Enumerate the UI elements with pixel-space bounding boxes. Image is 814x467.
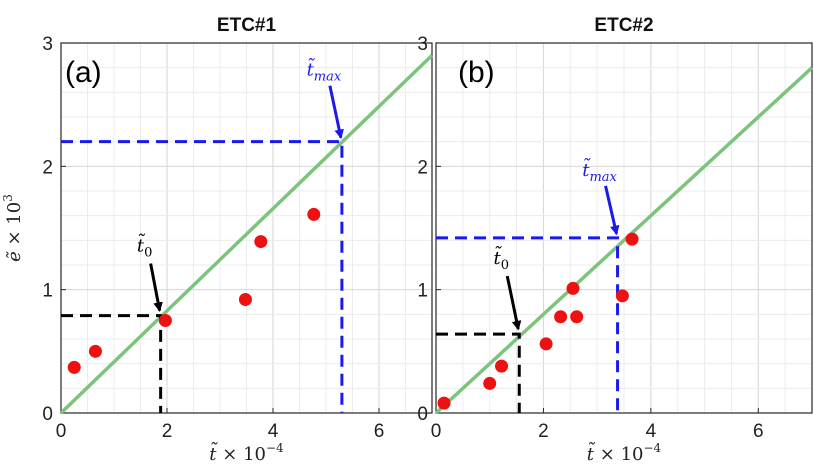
x-tick-label: 4 (268, 421, 279, 442)
tmax-label-base: t̃ (307, 58, 316, 81)
tmax-label: t̃max (582, 158, 617, 185)
data-point (615, 289, 629, 303)
grid (60, 42, 433, 414)
panel-title: ETC#2 (594, 15, 653, 36)
y-tick-label: 2 (42, 157, 53, 178)
data-point (307, 207, 321, 221)
tmax-label-sub: max (589, 170, 617, 185)
tmax-arrow (328, 85, 344, 140)
t0-label-text: t̃0 (137, 234, 153, 261)
data-point (566, 281, 580, 295)
tmax-label: t̃max (307, 58, 342, 85)
data-point (254, 235, 268, 249)
panel-title: ETC#1 (217, 15, 277, 36)
x-axis-label-exponent: −4 (266, 441, 284, 455)
x-tick-label: 2 (162, 421, 173, 442)
t0-label-sub: 0 (501, 258, 509, 273)
y-tick-label: 3 (42, 34, 53, 55)
data-point (67, 360, 81, 374)
y-axis-label-times: × 10 (4, 202, 25, 246)
panel-tag: (b) (458, 56, 495, 89)
y-tick-label: 0 (417, 404, 428, 425)
tmax-guide-line (61, 140, 344, 413)
x-tick-label: 6 (753, 421, 764, 442)
data-point (539, 337, 553, 351)
axes-box (435, 42, 813, 414)
grid (435, 42, 813, 414)
y-tick-label: 3 (417, 34, 428, 55)
t0-label-text: t̃0 (493, 246, 509, 273)
y-tick-label: 0 (42, 404, 53, 425)
data-point (554, 310, 568, 324)
t0-label-base: t̃ (493, 246, 502, 269)
tmax-label-sub: max (314, 70, 342, 85)
data-point (483, 376, 497, 390)
data-point (625, 232, 639, 246)
t0-label: t̃0 (137, 234, 153, 261)
data-point (495, 359, 509, 373)
x-axis-label-base: t̃ (587, 442, 600, 465)
data-point (570, 310, 584, 324)
t0-label-base: t̃ (137, 234, 146, 257)
y-axis-label-base: ẽ (4, 245, 25, 261)
axes-box (60, 42, 433, 414)
t0-label-sub: 0 (144, 246, 152, 261)
x-tick-label: 0 (56, 421, 67, 442)
x-axis-label-times: × 10 (222, 444, 266, 465)
fit-line (434, 66, 814, 415)
tmax-label-text: t̃max (307, 58, 342, 85)
data-point (437, 396, 451, 410)
t0-arrow (149, 263, 163, 312)
x-tick-label: 2 (538, 421, 549, 442)
x-tick-label: 6 (374, 421, 385, 442)
t0-guide-line (61, 314, 163, 413)
y-tick-label: 2 (417, 157, 428, 178)
t0-arrow (505, 275, 522, 331)
tmax-label-text: t̃max (582, 158, 617, 185)
y-tick-label: 1 (42, 281, 53, 302)
tmax-arrow (604, 185, 620, 236)
x-axis-label: t̃ × 10−4 (587, 441, 662, 465)
x-axis-label-exponent: −4 (643, 441, 661, 455)
panel-tag: (a) (65, 56, 102, 89)
data-point (88, 344, 102, 358)
data-point (158, 314, 172, 327)
y-axis-label-exponent: 3 (1, 194, 15, 202)
x-axis-label: t̃ × 10−4 (209, 441, 284, 465)
x-axis-label-times: × 10 (600, 444, 644, 465)
tmax-guide-line (436, 236, 620, 413)
x-tick-label: 0 (431, 421, 442, 442)
fit-line (59, 54, 434, 415)
tmax-label-base: t̃ (582, 158, 591, 181)
t0-guide-line (436, 332, 521, 413)
y-tick-label: 1 (417, 281, 428, 302)
y-axis-label: ẽ × 103 (1, 194, 25, 262)
x-tick-label: 4 (646, 421, 657, 442)
data-point (238, 293, 252, 307)
t0-label: t̃0 (493, 246, 509, 273)
x-axis-label-base: t̃ (209, 442, 222, 465)
